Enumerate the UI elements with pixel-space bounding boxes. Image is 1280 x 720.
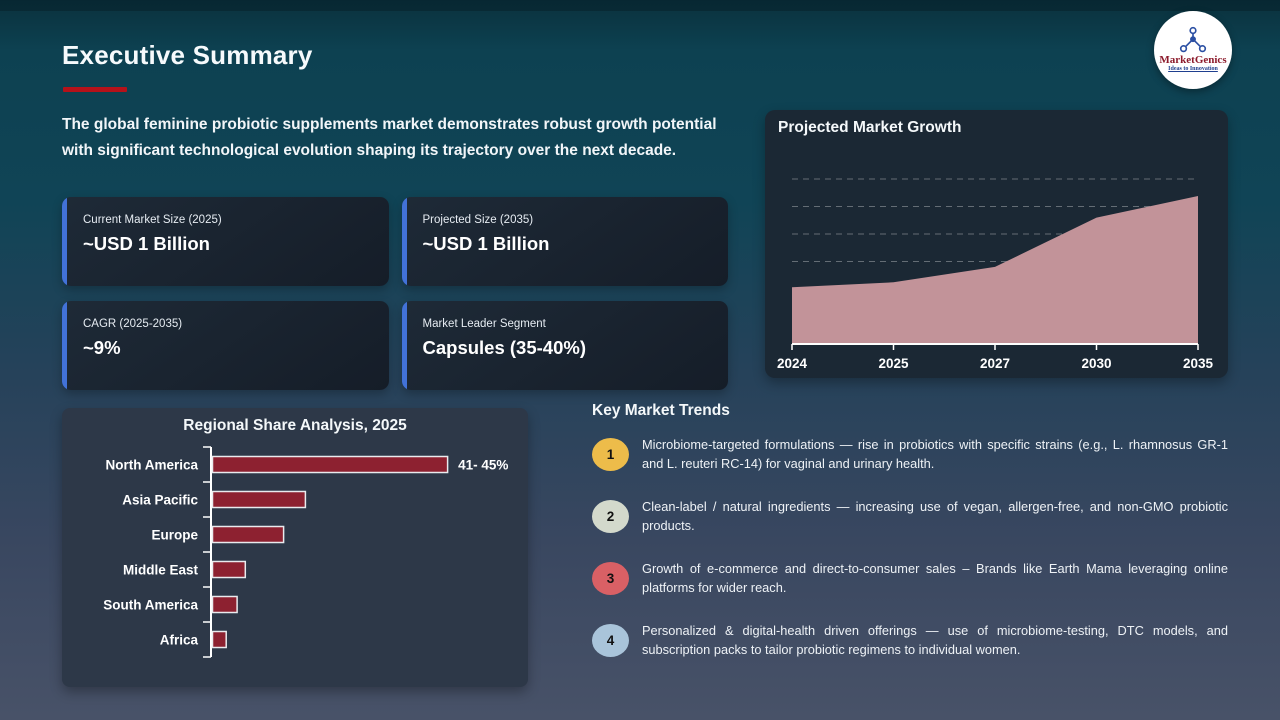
trend-number-badge: 2 [592,500,629,534]
stat-value: ~USD 1 Billion [422,233,550,254]
logo-name: MarketGenics [1159,53,1227,66]
logo-tagline: Ideas to Innovation [1168,66,1218,73]
stat-card-0: Current Market Size (2025) ~USD 1 Billion [62,197,389,286]
svg-text:Middle East: Middle East [123,563,199,578]
stat-value: ~9% [83,337,121,358]
molecule-icon [1179,26,1207,53]
stat-label: Projected Size (2035) [422,214,534,226]
key-market-trends: Key Market Trends 1 Microbiome-targeted f… [592,402,1228,659]
title-underline [63,87,127,92]
stat-value: Capsules (35-40%) [422,337,586,358]
regional-chart-title: Regional Share Analysis, 2025 [183,417,407,434]
trend-item-2: 2 Clean-label / natural ingredients — inc… [592,498,1228,535]
svg-text:South America: South America [103,598,198,613]
trend-number-badge: 4 [592,624,629,658]
svg-text:Africa: Africa [160,633,199,648]
trend-number-badge: 1 [592,438,629,471]
trend-number-badge: 3 [592,562,629,596]
stat-cards: Current Market Size (2025) ~USD 1 Billion… [62,197,728,390]
svg-text:Asia Pacific: Asia Pacific [122,493,198,508]
svg-text:Europe: Europe [151,528,198,543]
stat-card-2: CAGR (2025-2035) ~9% [62,301,389,390]
trend-item-4: 4 Personalized & digital-health driven of… [592,622,1228,659]
growth-chart-title: Projected Market Growth [778,119,962,136]
svg-text:2025: 2025 [878,356,909,371]
intro-paragraph: The global feminine probiotic supplement… [62,116,717,159]
svg-text:2024: 2024 [777,356,808,371]
stat-card-1: Projected Size (2035) ~USD 1 Billion [401,197,728,286]
stat-label: CAGR (2025-2035) [83,318,183,330]
trends-title: Key Market Trends [592,402,730,419]
stat-value: ~USD 1 Billion [83,233,210,254]
stat-card-3: Market Leader Segment Capsules (35-40%) [401,301,728,390]
company-logo: MarketGenics Ideas to Innovation [1154,11,1232,89]
regional-share-panel: Regional Share Analysis, 2025 North Amer… [62,408,528,687]
stat-label: Market Leader Segment [422,318,546,330]
trend-text: Growth of e-commerce and direct-to-consu… [642,561,1228,595]
svg-text:41- 45%: 41- 45% [458,458,508,473]
projected-growth-panel: Projected Market Growth 2024 2025 2027 2030… [765,110,1228,378]
trend-item-1: 1 Microbiome-targeted formulations — rise… [592,436,1228,473]
svg-text:2030: 2030 [1081,356,1111,371]
trend-text: Microbiome-targeted formulations — rise … [642,437,1228,471]
trend-list: 1 Microbiome-targeted formulations — rise… [592,436,1228,659]
trend-text: Clean-label / natural ingredients — incr… [642,499,1228,533]
trend-item-3: 3 Growth of e-commerce and direct-to-cons… [592,560,1228,597]
regional-share-bar-chart: North America 41- 45% Asia Pacific Europe Mi… [62,435,528,675]
trend-text: Personalized & digital-health driven off… [642,623,1228,657]
svg-text:2027: 2027 [980,356,1010,371]
svg-text:2035: 2035 [1183,356,1214,371]
page-title: Executive Summary [62,40,313,70]
projected-growth-area-chart: 2024 2025 2027 2030 2035 [765,137,1228,382]
svg-text:North America: North America [105,458,198,473]
stat-label: Current Market Size (2025) [83,214,222,226]
